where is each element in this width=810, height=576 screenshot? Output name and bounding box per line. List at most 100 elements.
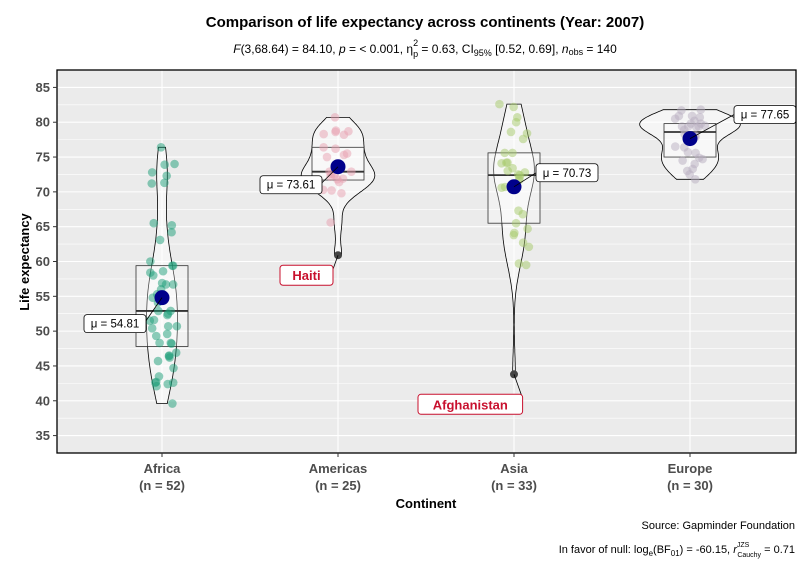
data-point xyxy=(696,105,706,114)
data-point xyxy=(339,130,349,140)
data-point xyxy=(160,178,169,188)
data-point xyxy=(146,268,155,277)
mean-label: μ = 70.73 xyxy=(543,168,592,180)
mean-label-box xyxy=(535,163,599,183)
data-point xyxy=(319,129,328,139)
data-point xyxy=(168,280,178,289)
y-tick-label: 70 xyxy=(36,184,50,199)
data-point xyxy=(334,177,344,187)
y-tick-label: 60 xyxy=(36,254,50,269)
data-point xyxy=(167,339,176,348)
data-point xyxy=(347,167,356,176)
data-point xyxy=(163,309,173,319)
data-point xyxy=(154,372,164,381)
data-point xyxy=(678,156,687,165)
data-point xyxy=(331,144,340,153)
data-point xyxy=(167,227,176,237)
data-point xyxy=(151,331,161,341)
mean-label-leader xyxy=(143,297,163,324)
data-point xyxy=(322,152,332,162)
data-point xyxy=(521,260,531,270)
data-point xyxy=(497,183,506,192)
data-point xyxy=(518,209,528,219)
data-point xyxy=(677,106,686,115)
data-point xyxy=(330,113,340,122)
y-tick-label: 40 xyxy=(36,393,50,408)
data-point xyxy=(157,278,167,288)
outlier-label: Haiti xyxy=(292,268,320,283)
data-point xyxy=(508,163,517,173)
x-tick-count: (n = 25) xyxy=(315,478,361,493)
mean-label: μ = 77.65 xyxy=(741,110,790,122)
data-point xyxy=(319,142,328,152)
chart-title: Comparison of life expectancy across con… xyxy=(206,14,645,31)
outlier-label-box xyxy=(417,393,524,415)
data-point xyxy=(685,170,694,179)
x-tick-count: (n = 52) xyxy=(139,478,185,493)
data-point xyxy=(145,316,155,325)
chart-subtitle: F(3,68.64) = 84.10, p = < 0.001, η2 p = 0… xyxy=(233,38,617,59)
data-point xyxy=(495,99,504,109)
data-point xyxy=(691,148,700,158)
x-tick-count: (n = 33) xyxy=(491,478,537,493)
data-point xyxy=(165,353,174,362)
data-point xyxy=(522,129,532,138)
box xyxy=(135,265,189,347)
data-point xyxy=(172,321,182,331)
data-point xyxy=(160,160,169,170)
x-tick-count: (n = 30) xyxy=(667,478,713,493)
data-point xyxy=(515,170,525,180)
y-tick-label: 50 xyxy=(36,324,50,339)
data-point xyxy=(163,379,173,389)
x-tick-label: Africa xyxy=(144,461,182,476)
violin-americas xyxy=(300,117,376,256)
y-tick-label: 35 xyxy=(36,428,50,443)
data-point xyxy=(670,142,680,151)
data-point xyxy=(700,121,710,131)
caption-source: Source: Gapminder Foundation xyxy=(642,520,795,532)
y-axis-title: Life expectancy xyxy=(17,212,32,310)
data-point xyxy=(500,148,510,158)
outlier-label-box xyxy=(279,264,334,286)
data-point xyxy=(690,159,699,169)
data-point xyxy=(509,230,519,240)
data-point xyxy=(508,148,517,158)
x-tick-label: Asia xyxy=(500,461,528,476)
mean-label: μ = 73.61 xyxy=(267,180,316,192)
data-point xyxy=(501,158,511,167)
data-point xyxy=(518,238,528,247)
data-point xyxy=(514,259,524,268)
data-point xyxy=(683,122,693,131)
data-point xyxy=(158,266,168,276)
data-point xyxy=(331,126,341,135)
x-tick-label: Americas xyxy=(309,461,368,476)
data-point xyxy=(687,111,697,121)
data-point xyxy=(511,218,521,228)
mean-label-box xyxy=(259,175,323,195)
data-point xyxy=(168,399,177,408)
data-point xyxy=(147,324,157,333)
y-tick-label: 80 xyxy=(36,115,50,130)
data-point xyxy=(162,329,172,339)
data-point xyxy=(154,306,163,316)
data-point xyxy=(147,179,157,188)
data-point xyxy=(167,220,177,230)
data-point xyxy=(153,356,163,366)
data-point xyxy=(155,235,165,245)
data-point xyxy=(698,154,707,164)
data-point xyxy=(163,321,173,331)
data-point xyxy=(326,218,335,227)
x-tick-label: Europe xyxy=(668,461,713,476)
data-point xyxy=(149,218,159,228)
data-point xyxy=(690,175,700,184)
data-point xyxy=(162,171,171,181)
data-point xyxy=(146,257,155,266)
data-point xyxy=(147,168,157,177)
y-tick-label: 85 xyxy=(36,80,50,95)
data-point xyxy=(170,159,179,169)
outlier-label: Afghanistan xyxy=(433,397,508,412)
y-tick-label: 75 xyxy=(36,150,50,165)
data-point xyxy=(169,363,178,373)
mean-label: μ = 54.81 xyxy=(91,319,140,331)
